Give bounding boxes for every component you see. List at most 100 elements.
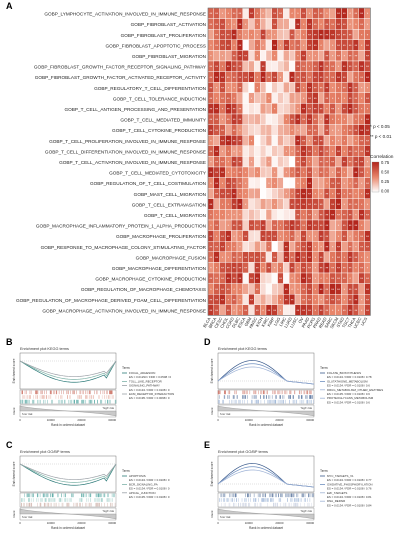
heatmap-sig-mark: ** <box>215 256 218 260</box>
heatmap-cell <box>265 134 273 146</box>
heatmap-sig-mark: * <box>309 161 311 165</box>
heatmap-sig-mark: * <box>262 12 264 16</box>
heatmap-sig-mark: ** <box>233 65 236 69</box>
heatmap-sig-mark: ** <box>227 277 230 281</box>
heatmap-sig-mark: * <box>286 150 288 154</box>
heatmap-sig-mark: * <box>280 298 282 302</box>
heatmap-sig-mark: ** <box>320 171 323 175</box>
heatmap-cell <box>265 124 273 136</box>
heatmap-cell <box>283 272 290 284</box>
legend-tick: 0.50 <box>381 170 390 175</box>
heatmap-row-label: GOBP_REGULATION_OF_T_CELL_COSTIMULATION <box>90 181 206 186</box>
heatmap-sig-mark: * <box>367 108 369 112</box>
heatmap-sig-mark: ** <box>291 33 294 37</box>
heatmap-sig-mark: ** <box>238 108 241 112</box>
heatmap-sig-mark: ** <box>215 224 218 228</box>
heatmap-sig-mark: * <box>326 12 328 16</box>
rank-ylabel: Rank <box>210 407 214 415</box>
heatmap-sig-mark: * <box>274 55 276 59</box>
heatmap-sig-mark: * <box>309 139 311 143</box>
heatmap-sig-mark: ** <box>331 23 334 27</box>
heatmap-row-label: GOBP_T_CELL_DIFFERENTIATION_INVOLVED_IN_… <box>45 149 206 154</box>
heatmap-sig-mark: ** <box>320 235 323 239</box>
heatmap-sig-mark: ** <box>360 65 363 69</box>
heatmap-cell <box>265 251 273 263</box>
heatmap-cell <box>207 29 215 41</box>
heatmap-sig-mark: ** <box>308 192 311 196</box>
heatmap-sig-mark: * <box>332 256 334 260</box>
heatmap-row-label: GOBP_RESPONSE_TO_MACROPHAGE_COLONY_STIMU… <box>41 245 207 250</box>
heatmap-sig-mark: ** <box>221 192 224 196</box>
heatmap-sig-mark: ** <box>360 161 363 165</box>
heatmap-sig-mark: * <box>245 182 247 186</box>
heatmap-sig-mark: ** <box>302 256 305 260</box>
gsea-legend-entry: ES = 0.0134 / FDR = 0.0108 / 0 <box>129 478 170 482</box>
heatmap-cell <box>242 7 249 19</box>
heatmap-col-label: KIRC <box>260 316 269 327</box>
heatmap-sig-mark: ** <box>354 12 357 16</box>
heatmap-sig-mark: ** <box>366 150 369 154</box>
heatmap-cell <box>358 283 365 295</box>
heatmap-cell <box>283 18 290 30</box>
heatmap-sig-mark: ** <box>221 97 224 101</box>
heatmap-sig-mark: ** <box>308 76 311 80</box>
es-ylabel: Enrichment score <box>210 461 214 486</box>
heatmap-sig-mark: ** <box>233 139 236 143</box>
gsea-legend-entry: ES = 0.0134 / FDR = 0.0108 / 0.76 <box>327 487 372 491</box>
heatmap-sig-mark: * <box>338 309 340 313</box>
heatmap-sig-mark: ** <box>291 298 294 302</box>
heatmap-cell <box>283 198 290 210</box>
heatmap-sig-mark: ** <box>273 44 276 48</box>
heatmap-sig-mark: * <box>315 277 317 281</box>
heatmap-sig-mark: ** <box>331 108 334 112</box>
heatmap-sig-mark: * <box>228 245 230 249</box>
heatmap-sig-mark: ** <box>349 256 352 260</box>
heatmap-cell <box>242 39 249 51</box>
heatmap-cell <box>265 50 273 62</box>
heatmap-sig-mark: ** <box>320 33 323 37</box>
x-tick-label: 20000 <box>77 418 85 422</box>
heatmap-sig-mark: * <box>239 245 241 249</box>
heatmap-sig-mark: ** <box>227 182 230 186</box>
gsea-legend-entry: ES = 0.0134 / FDR = 0.0108 / 0.77 <box>327 478 372 482</box>
heatmap-row-label: GOBP_T_CELL_MIGRATION <box>144 213 206 218</box>
heatmap-sig-mark: ** <box>343 267 346 271</box>
heatmap-cell <box>358 50 365 62</box>
es-plot-frame <box>19 455 117 493</box>
heatmap-sig-mark: ** <box>209 108 212 112</box>
heatmap-sig-mark: ** <box>302 118 305 122</box>
heatmap-sig-mark: ** <box>291 224 294 228</box>
heatmap-sig-mark: ** <box>238 182 241 186</box>
heatmap-sig-mark: * <box>349 182 351 186</box>
heatmap-cell <box>242 272 249 284</box>
heatmap-cell <box>329 230 336 242</box>
heatmap-cell <box>265 39 273 51</box>
heatmap-sig-mark: * <box>344 171 346 175</box>
heatmap-sig-mark: ** <box>209 86 212 90</box>
heatmap-sig-mark: * <box>257 23 259 27</box>
heatmap-sig-mark: ** <box>337 245 340 249</box>
heatmap-sig-mark: ** <box>244 309 247 313</box>
rank-ylabel: Rank <box>12 510 16 518</box>
heatmap-sig-mark: ** <box>337 214 340 218</box>
heatmap-cell <box>283 50 290 62</box>
gsea-legend-entry: ES = 0.0135 / FDR = 0.0108 / 0 <box>129 495 170 499</box>
heatmap-sig-mark: * <box>233 288 235 292</box>
heatmap-sig-mark: ** <box>302 309 305 313</box>
heatmap-col-label: KIRP <box>266 316 275 327</box>
heatmap-sig-mark: ** <box>221 298 224 302</box>
heatmap-sig-mark: ** <box>291 118 294 122</box>
heatmap-sig-mark: ** <box>215 192 218 196</box>
heatmap-sig-mark: * <box>239 129 241 133</box>
heatmap-sig-mark: ** <box>215 298 218 302</box>
heatmap-sig-mark: ** <box>215 288 218 292</box>
heatmap-sig-mark: * <box>291 12 293 16</box>
rank-ylabel: Rank <box>210 510 214 518</box>
heatmap-col-label: PAAD <box>300 316 310 328</box>
heatmap-cell <box>352 29 360 41</box>
heatmap-sig-mark: * <box>233 171 235 175</box>
heatmap-sig-mark: * <box>222 203 224 207</box>
heatmap-sig-mark: ** <box>221 161 224 165</box>
heatmap-sig-mark: ** <box>320 12 323 16</box>
